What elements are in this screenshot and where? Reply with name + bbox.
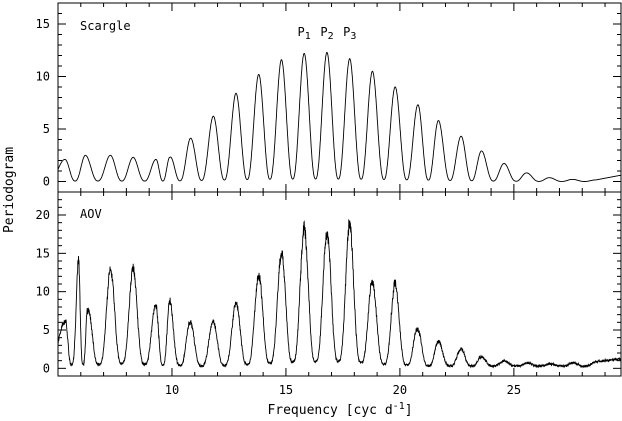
y-tick-label: 10 [36, 70, 50, 84]
aov-ticks: 0 5 10 15 20 [36, 191, 621, 376]
y-tick-label: 0 [43, 361, 50, 375]
y-tick-label: 0 [43, 175, 50, 189]
aov-panel-label: AOV [80, 207, 102, 221]
y-tick-label: 10 [36, 285, 50, 299]
x-axis-label-end: ] [405, 403, 413, 418]
y-tick-label: 20 [36, 208, 50, 222]
aov-panel: 0 5 10 15 20 AOV [36, 191, 622, 377]
scargle-frame [57, 2, 622, 193]
peak-label-1: P1 [298, 25, 311, 42]
y-tick-label: 15 [36, 17, 50, 31]
scargle-panel-label: Scargle [80, 19, 131, 33]
aov-frame [57, 191, 622, 377]
x-tick-label: 25 [507, 383, 521, 397]
peak-label-3: P3 [343, 25, 356, 42]
x-tick-labels: 10 15 20 25 [165, 383, 521, 397]
scargle-ticks: 0 5 10 15 [36, 2, 621, 192]
y-tick-label: 5 [43, 323, 50, 337]
y-tick-label: 5 [43, 122, 50, 136]
peak-labels: P1 P2 P3 [298, 25, 357, 42]
y-tick-label: 15 [36, 246, 50, 260]
x-tick-label: 10 [165, 383, 179, 397]
x-axis-label-sup: -1 [393, 401, 405, 412]
y-axis-label: Periodogram [2, 147, 17, 233]
aov-series-line [57, 218, 622, 369]
scargle-series-line [57, 51, 621, 182]
x-tick-label: 15 [279, 383, 293, 397]
scargle-panel: 0 5 10 15 Scargle P1 P2 P3 [36, 2, 622, 193]
x-tick-label: 20 [393, 383, 407, 397]
peak-label-2: P2 [320, 25, 333, 42]
x-axis-label: Frequency [cyc d-1] [267, 401, 412, 418]
